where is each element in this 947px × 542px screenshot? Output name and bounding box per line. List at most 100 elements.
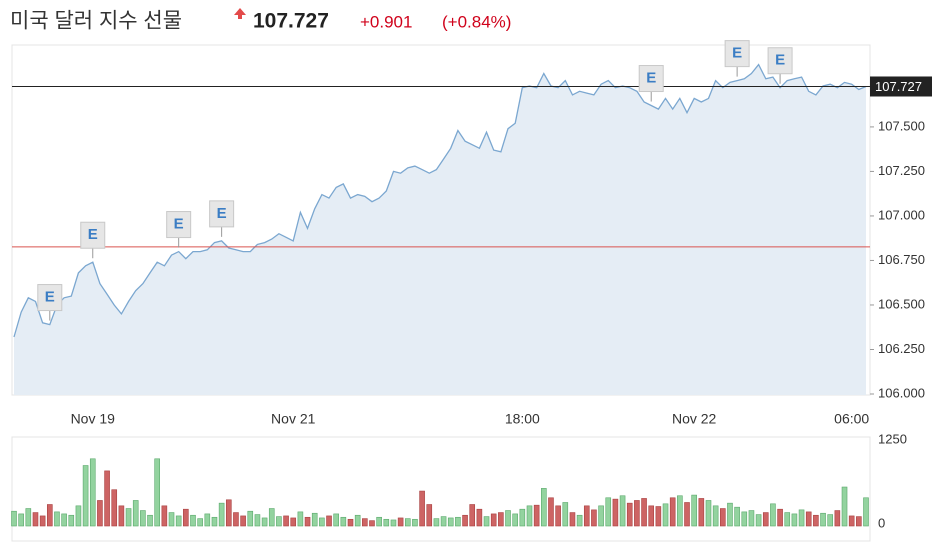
volume-bar [140,510,146,527]
volume-bar [390,519,397,527]
y-tick-label: 106.500 [878,296,925,311]
volume-bar [276,516,282,527]
volume-bar [161,505,168,527]
volume-bar [720,508,726,527]
volume-bar [97,500,103,527]
volume-bar [190,514,196,527]
volume-bar [333,513,339,527]
x-tick-label: Nov 19 [71,411,116,427]
volume-bar [784,512,791,527]
volume-bar [404,518,411,527]
volume-tick-label: 0 [878,515,885,530]
volume-bar [261,517,268,527]
volume-bar [82,465,89,527]
volume-bar [89,458,96,527]
volume-bar [677,495,683,527]
y-tick-label: 106.750 [878,252,925,267]
y-tick-label: 106.250 [878,341,925,356]
volume-bar [268,508,275,527]
volume-bar [75,505,82,527]
volume-bar [598,505,604,527]
volume-bar [583,505,590,527]
volume-bar [569,512,576,527]
volume-bar [362,518,368,527]
volume-bar [54,511,60,527]
volume-bar [820,512,826,527]
volume-frame [11,436,871,542]
volume-bar [168,512,175,527]
volume-bar [25,508,32,527]
up-arrow [234,8,246,19]
volume-bar [505,510,511,527]
volume-bar [834,510,841,527]
volume-bar [340,516,347,527]
volume-bar [691,494,697,527]
event-box [166,211,192,239]
volume-bar [447,517,454,527]
volume-tick-label: 1250 [878,431,907,446]
volume-bar [11,510,17,527]
volume-bar [755,514,762,527]
volume-bar [526,505,533,527]
volume-bar [805,511,812,527]
event-box [724,40,750,68]
volume-bar [240,515,246,527]
volume-bar [397,517,404,527]
volume-bar [283,515,289,527]
volume-bar [662,503,669,527]
volume-bar [311,512,318,527]
volume-bar [455,516,461,527]
event-box [80,221,106,249]
volume-bar [856,516,862,527]
volume-bar [369,520,375,527]
volume-bar [483,516,490,527]
volume-bar [498,512,504,527]
volume-bar [727,502,733,527]
volume-bar [791,513,798,527]
volume-bar [634,500,640,527]
volume-bar [490,513,497,527]
volume-bar [626,502,633,527]
event-box [209,200,235,228]
volume-bar [476,508,483,527]
volume-bar [655,506,662,527]
volume-bar [734,506,740,527]
volume-bar [619,495,626,527]
volume-bar [376,516,382,527]
event-box [638,65,664,93]
event-label: E [217,205,227,222]
volume-bar [233,512,239,527]
volume-bar [712,505,719,527]
volume-bar [347,518,354,527]
volume-bar [555,505,561,527]
event-label: E [45,289,55,306]
volume-bar [225,499,232,527]
y-tick-label: 106.000 [878,385,925,400]
event-label: E [732,45,742,62]
volume-bar [426,504,433,527]
volume-bar [469,504,476,527]
volume-bar [419,490,425,527]
volume-bar [104,470,110,527]
x-tick-label: 18:00 [505,411,540,427]
volume-bar [648,505,655,527]
x-tick-label: Nov 21 [271,411,316,427]
volume-bar [319,517,325,527]
event-label: E [775,52,785,69]
change: +0.901 [360,12,412,31]
area [14,64,866,395]
volume-bar [684,502,690,527]
volume-bar [39,515,46,527]
volume-bar [304,516,311,527]
volume-bar [175,515,182,527]
change-percent: (+0.84%) [442,12,511,31]
volume-bar [254,514,261,527]
last-price-label: 107.727 [875,79,922,94]
volume-bar [770,503,776,527]
last-price-tag [870,76,932,97]
volume-bar [125,508,132,527]
volume-bar [132,500,139,527]
volume-bar [641,498,647,527]
volume-bar [211,516,218,527]
volume-bar [841,486,848,527]
